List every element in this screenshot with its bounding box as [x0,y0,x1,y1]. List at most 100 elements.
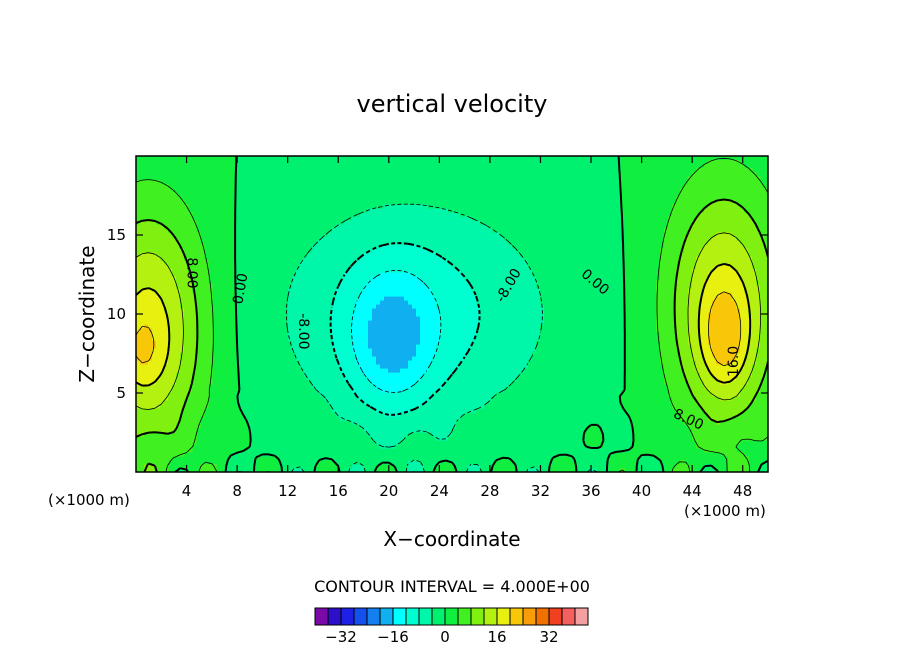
field-cell [144,376,149,381]
field-cell [372,464,377,469]
field-cell [364,188,369,193]
field-cell [428,456,433,461]
field-cell [196,300,201,305]
field-cell [388,360,393,365]
field-cell [364,168,369,173]
field-cell [360,324,365,329]
field-cell [308,200,313,205]
field-cell [348,240,353,245]
field-cell [356,172,361,177]
field-cell [320,412,325,417]
field-cell [304,180,309,185]
field-cell [388,196,393,201]
field-cell [340,244,345,249]
field-cell [248,344,253,349]
field-cell [168,360,173,365]
field-cell [312,348,317,353]
field-cell [324,284,329,289]
field-cell [392,420,397,425]
field-cell [328,240,333,245]
field-cell [140,344,145,349]
field-cell [244,176,249,181]
field-cell [364,200,369,205]
field-cell [312,312,317,317]
field-cell [168,292,173,297]
field-cell [152,324,157,329]
field-cell [248,164,253,169]
field-cell [408,172,413,177]
field-cell [388,428,393,433]
field-cell [344,416,349,421]
field-cell [280,256,285,261]
field-cell [256,424,261,429]
field-cell [416,204,421,209]
field-cell [360,292,365,297]
field-cell [300,396,305,401]
field-cell [144,456,149,461]
field-cell [256,212,261,217]
field-cell [240,200,245,205]
field-cell [272,324,277,329]
field-cell [332,360,337,365]
field-cell [340,404,345,409]
field-cell [356,396,361,401]
field-cell [296,236,301,241]
field-cell [284,360,289,365]
field-cell [376,416,381,421]
field-cell [324,296,329,301]
field-cell [164,264,169,269]
field-cell [284,388,289,393]
field-cell [396,228,401,233]
field-cell [296,220,301,225]
field-cell [352,360,357,365]
field-cell [304,280,309,285]
field-cell [312,452,317,457]
field-cell [280,380,285,385]
field-cell [372,312,377,317]
field-cell [264,404,269,409]
field-cell [176,336,181,341]
field-cell [248,196,253,201]
field-cell [240,256,245,261]
field-cell [416,440,421,445]
field-cell [396,348,401,353]
field-cell [316,352,321,357]
field-cell [336,260,341,265]
field-cell [288,388,293,393]
field-cell [244,244,249,249]
field-cell [308,232,313,237]
field-cell [144,304,149,309]
field-cell [172,212,177,217]
field-cell [328,236,333,241]
field-cell [404,252,409,257]
field-cell [312,228,317,233]
field-cell [424,180,429,185]
field-cell [420,236,425,241]
field-cell [244,172,249,177]
field-cell [248,336,253,341]
field-cell [304,348,309,353]
field-cell [140,452,145,457]
field-cell [280,204,285,209]
field-cell [196,376,201,381]
field-cell [336,312,341,317]
field-cell [424,412,429,417]
field-cell [404,260,409,265]
field-cell [244,380,249,385]
field-cell [356,324,361,329]
field-cell [380,184,385,189]
field-cell [424,296,429,301]
field-cell [288,344,293,349]
field-cell [288,420,293,425]
field-cell [352,292,357,297]
field-cell [300,224,305,229]
field-cell [364,268,369,273]
field-cell [412,384,417,389]
field-cell [168,304,173,309]
field-cell [372,184,377,189]
field-cell [304,256,309,261]
field-cell [176,364,181,369]
field-cell [304,436,309,441]
field-cell [368,452,373,457]
field-cell [244,340,249,345]
